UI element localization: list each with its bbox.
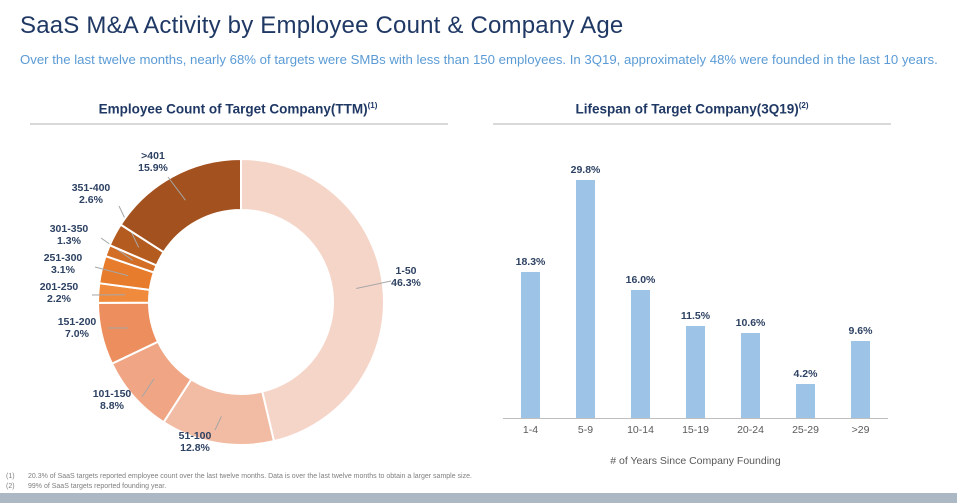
pie-slice-label-range: 301-350	[49, 223, 89, 235]
donut-chart-svg	[91, 157, 392, 446]
page-title: SaaS M&A Activity by Employee Count & Co…	[20, 12, 624, 39]
donut-chart-title-text: Employee Count of Target Company(TTM)	[98, 101, 368, 117]
pie-slice-label-range: >401	[141, 150, 165, 162]
pie-slice-label-pct: 2.6%	[79, 194, 103, 207]
pie-slice-label-pct: 7.0%	[65, 328, 89, 341]
footnote: (2) 99% of SaaS targets reported founding…	[6, 482, 472, 492]
bar-value-label: 16.0%	[625, 274, 656, 286]
bar-chart: 18.3% 29.8% 16.0% 11.5% 10.6% 4.2% 9.6%	[503, 156, 888, 418]
bar-column: 9.6%	[833, 156, 888, 418]
pie-slice	[240, 157, 385, 443]
pie-slice	[119, 157, 242, 254]
bar	[631, 290, 650, 418]
bar-value-label: 29.8%	[570, 163, 601, 176]
pie-slice-label: 201-250 2.2%	[24, 281, 94, 306]
pie-slice-label: 1-50 46.3%	[374, 265, 438, 290]
pie-slice-label-pct: 12.8%	[180, 442, 210, 455]
bar-value-label: 11.5%	[680, 310, 711, 322]
leader-line	[167, 176, 186, 201]
pie-slice-label: 51-100 12.8%	[160, 430, 230, 455]
donut-chart: 1-50 46.3% 51-100 12.8% 101-150 8.8% 151-200 7.…	[2, 130, 478, 476]
bar-column: 4.2%	[778, 156, 833, 418]
bar-column: 16.0%	[613, 156, 668, 418]
pie-slice-label: >401 15.9%	[118, 150, 188, 175]
footnote-text: 20.3% of SaaS targets reported employee …	[28, 473, 472, 480]
bar-column: 18.3%	[503, 156, 558, 418]
bar-column: 11.5%	[668, 156, 723, 418]
bar	[851, 341, 870, 418]
pie-slice-label-range: 1-50	[395, 265, 417, 277]
bar	[521, 271, 540, 418]
pie-slice-label-pct: 2.2%	[47, 293, 71, 306]
pie-slice-label-pct: 15.9%	[138, 162, 168, 175]
bar-value-label: 9.6%	[848, 325, 873, 338]
x-axis-ticks: 1-4 5-9 10-14 15-19 20-24 25-29 >29	[503, 424, 888, 436]
bottom-stripe	[0, 493, 957, 503]
footnote-number: (1)	[6, 473, 15, 480]
x-tick-label: 20-24	[737, 424, 764, 436]
bar-value-label: 18.3%	[515, 255, 546, 268]
pie-slice-label-pct: 46.3%	[391, 277, 421, 290]
leader-line	[356, 280, 392, 290]
pie-slice-label-range: 201-250	[39, 281, 79, 293]
x-axis-line	[503, 418, 888, 419]
x-tick-label: 25-29	[792, 424, 819, 436]
footnotes: (1) 20.3% of SaaS targets reported employ…	[6, 472, 472, 492]
bar	[686, 326, 705, 418]
bar-chart-title: Lifespan of Target Company(3Q19)(2)	[493, 101, 891, 117]
bar-value-label: 10.6%	[735, 317, 766, 330]
bar-chart-title-text: Lifespan of Target Company(3Q19)	[575, 101, 799, 117]
leader-line	[141, 378, 155, 398]
pie-slice-label-range: 51-100	[178, 430, 212, 442]
pie-slice-label-range: 101-150	[92, 388, 132, 400]
bar-column: 29.8%	[558, 156, 613, 418]
divider-left	[30, 123, 448, 125]
footnote-ref-1: (1)	[367, 101, 378, 110]
footnote-number: (2)	[6, 483, 15, 491]
pie-slice-label-range: 351-400	[71, 182, 111, 194]
divider-right	[493, 123, 891, 125]
bar	[741, 333, 760, 418]
pie-slice-label: 151-200 7.0%	[42, 316, 112, 341]
bar	[576, 179, 595, 418]
donut-chart-title: Employee Count of Target Company(TTM)(1)	[20, 101, 456, 117]
pie-slice-label: 351-400 2.6%	[56, 182, 126, 207]
pie-slice-label: 101-150 8.8%	[77, 388, 147, 413]
x-tick-label: 5-9	[577, 424, 594, 436]
pie-slice-label-pct: 8.8%	[100, 400, 124, 413]
pie-slice-label-range: 151-200	[57, 316, 97, 328]
x-tick-label: 10-14	[627, 424, 654, 436]
pie-slice-label: 301-350 1.3%	[34, 223, 104, 248]
pie-slice-label-pct: 1.3%	[57, 235, 81, 248]
bar-column: 10.6%	[723, 156, 778, 418]
x-axis-title: # of Years Since Company Founding	[610, 455, 781, 467]
pie-slice-label: 251-300 3.1%	[28, 252, 98, 277]
footnote-text: 99% of SaaS targets reported founding ye…	[28, 483, 167, 491]
bar	[796, 384, 815, 418]
subtitle: Over the last twelve months, nearly 68% …	[20, 52, 938, 67]
leader-line	[214, 416, 222, 431]
footnote: (1) 20.3% of SaaS targets reported employ…	[6, 472, 472, 482]
x-tick-label: >29	[851, 424, 870, 436]
x-tick-label: 1-4	[522, 424, 539, 436]
leader-line	[94, 266, 129, 277]
bar-value-label: 4.2%	[793, 368, 818, 381]
pie-slice-label-pct: 3.1%	[51, 264, 75, 277]
footnote-ref-2: (2)	[798, 101, 809, 110]
x-tick-label: 15-19	[682, 424, 709, 436]
pie-slice-label-range: 251-300	[43, 252, 83, 264]
